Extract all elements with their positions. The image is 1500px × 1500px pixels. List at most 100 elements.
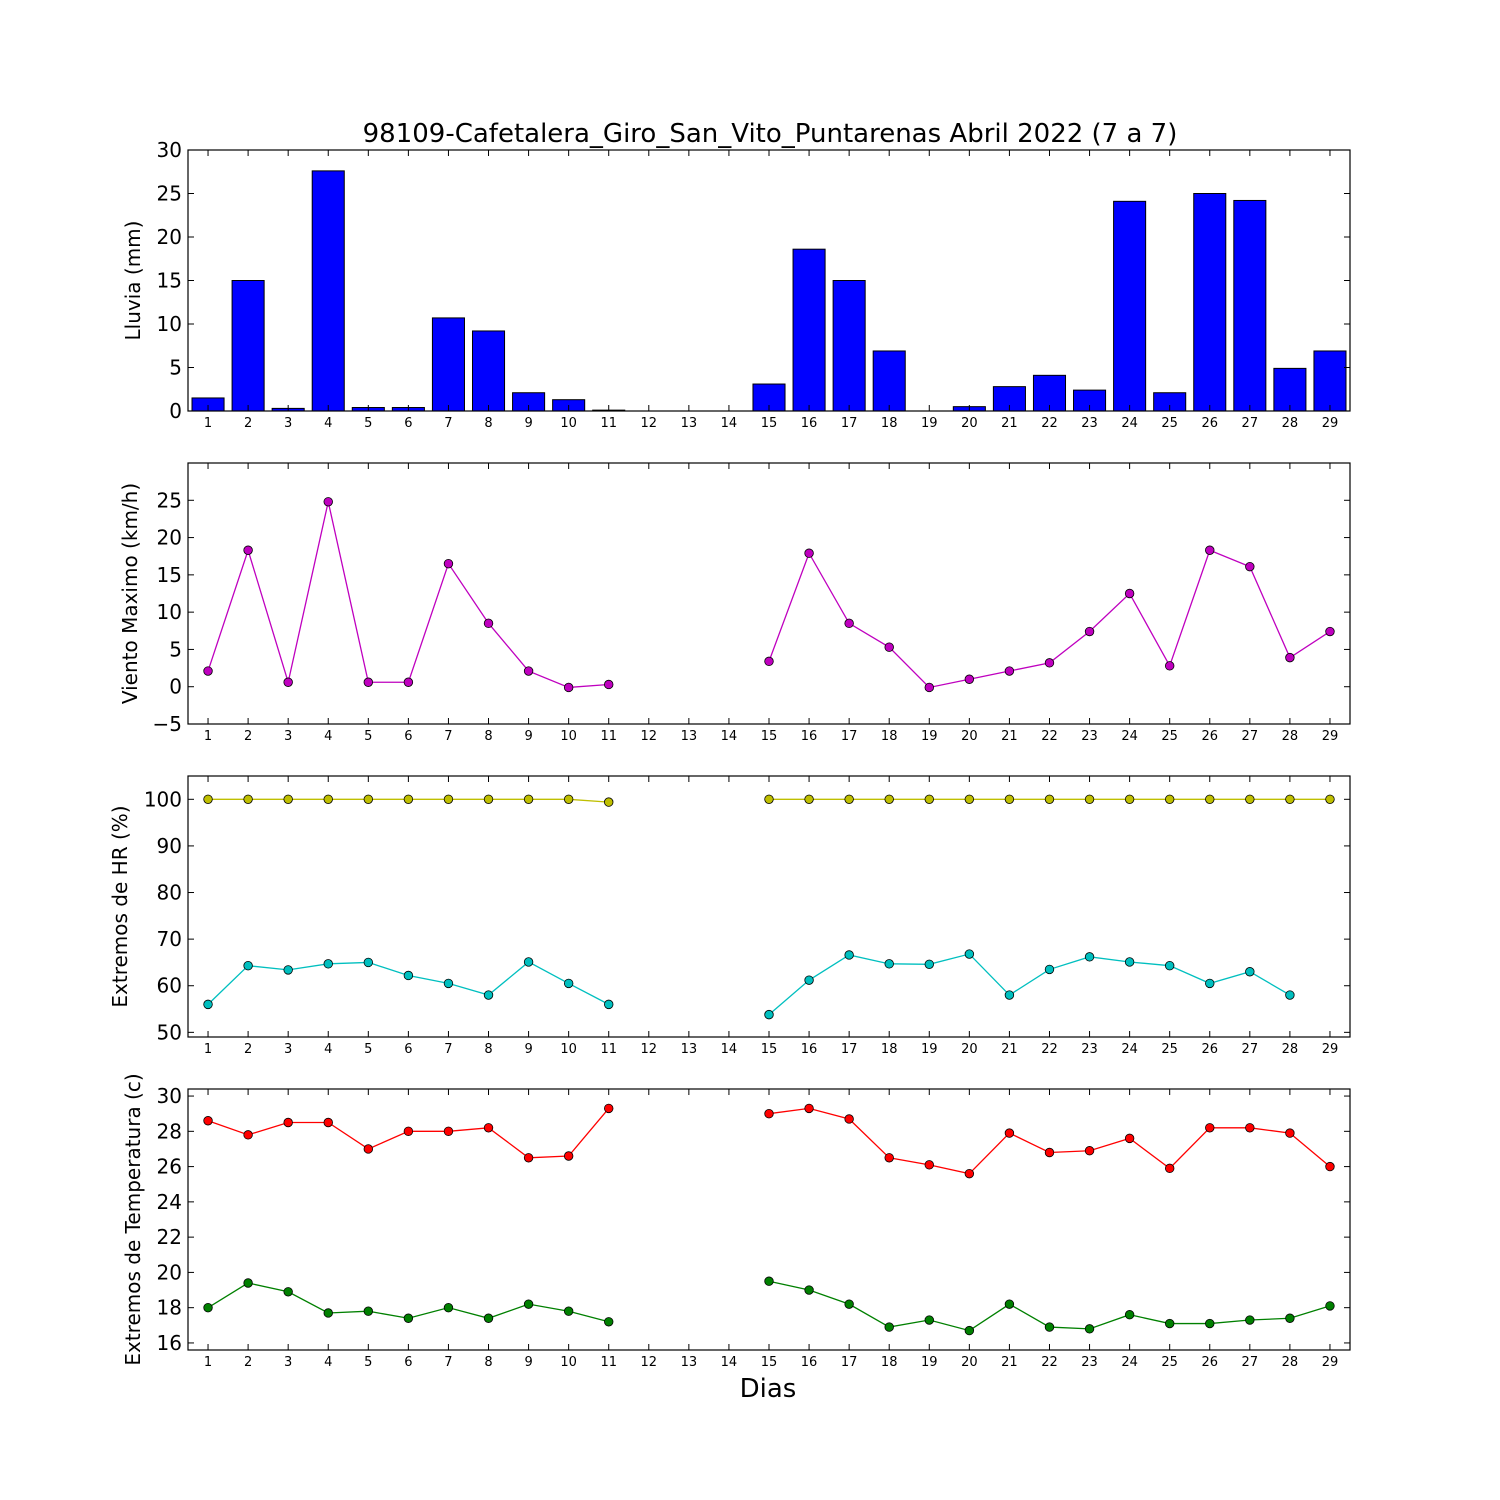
humidity-series-0-point-day-4 [323,794,333,805]
wind-xtick-label: 5 [364,729,372,744]
rain-xtick-label: 18 [881,416,898,431]
temperature-xtick-label: 18 [881,1355,898,1370]
humidity-xtick-label: 18 [881,1042,898,1057]
temperature-series-0-point-day-22 [1044,1147,1055,1158]
humidity-series-0-point-day-29 [1325,794,1335,805]
temperature-ytick-label: 18 [157,1296,182,1320]
humidity-xtick-label: 12 [641,1042,658,1057]
humidity-xtick-label: 5 [364,1042,372,1057]
temperature-series-0-point-day-19 [924,1160,934,1170]
rain-ytick-label: 10 [157,312,182,336]
rain-xtick-label: 8 [484,416,492,431]
rain-bar-day-17 [832,280,866,412]
humidity-series-1-point-day-15 [764,1009,774,1020]
humidity-xtick-label: 3 [284,1042,292,1057]
temperature-series-1-point-day-2 [243,1278,253,1288]
wind-series-0-point-day-26 [1205,545,1215,555]
wind-xtick-label: 20 [961,729,978,744]
wind-xtick-label: 16 [801,729,818,744]
rain-bar-day-29 [1313,350,1347,412]
wind-xtick-label: 21 [1001,729,1018,744]
wind-xtick-label: 29 [1322,729,1339,744]
humidity-series-0-point-day-20 [964,794,975,805]
wind-xtick-label: 28 [1282,729,1299,744]
rain-xtick-label: 6 [404,416,412,431]
temperature-series-0-point-day-10 [563,1151,574,1161]
humidity-xtick-label: 14 [721,1042,738,1057]
wind-ytick-label: −5 [153,712,182,736]
humidity-xtick-label: 24 [1121,1042,1138,1057]
humidity-series-0-point-day-18 [884,794,894,805]
humidity-xtick-label: 22 [1041,1042,1058,1057]
humidity-series-0-point-day-23 [1084,794,1095,805]
wind-series-0-point-day-7 [443,558,454,569]
temperature-series-0-point-day-16 [804,1103,814,1114]
wind-series-0-point-day-21 [1004,666,1015,676]
temperature-series-0-point-day-27 [1245,1123,1255,1133]
humidity-xtick-label: 26 [1201,1042,1218,1057]
humidity-series-0-point-day-15 [764,794,774,805]
humidity-series-1-point-day-9 [523,957,534,967]
temperature-series-1-point-day-9 [523,1299,534,1309]
humidity-xtick-label: 6 [404,1042,412,1057]
wind-xtick-label: 22 [1041,729,1058,744]
wind-series-0-point-day-5 [363,677,374,687]
humidity-series-1-point-day-11 [604,999,614,1010]
wind-ytick-label: 25 [157,488,182,512]
rain-xtick-label: 20 [961,416,978,431]
temperature-series-1-point-day-28 [1285,1313,1295,1323]
temperature-xtick-label: 5 [364,1355,372,1370]
temperature-xtick-label: 2 [244,1355,252,1370]
wind-xtick-label: 4 [324,729,332,744]
rain-xtick-label: 27 [1242,416,1259,431]
humidity-series-1-point-day-17 [844,950,854,960]
rain-bar-day-2 [231,280,265,412]
rain-xtick-label: 1 [204,416,212,431]
temperature-series-0-point-day-2 [243,1130,253,1140]
wind-ytick-label: 20 [157,526,182,550]
humidity-xtick-label: 11 [600,1042,617,1057]
humidity-series-0-point-day-16 [804,794,814,805]
temperature-xtick-label: 8 [484,1355,492,1370]
temperature-xtick-label: 13 [681,1355,698,1370]
temperature-series-0-point-day-29 [1325,1161,1335,1172]
humidity-series-0-point-day-5 [363,794,374,805]
humidity-series-0-point-day-6 [403,794,414,805]
wind-xtick-label: 14 [721,729,738,744]
wind-series-0-point-day-15 [764,656,774,667]
humidity-ytick-label: 60 [157,974,182,998]
temperature-series-0-point-day-7 [443,1126,454,1137]
temperature-xtick-label: 10 [560,1355,577,1370]
temperature-xtick-label: 22 [1041,1355,1058,1370]
wind-ytick-label: 5 [169,637,182,661]
wind-series-0-point-day-27 [1245,561,1255,572]
rain-ytick-label: 30 [157,138,182,162]
wind-xtick-label: 7 [444,729,452,744]
humidity-series-1-point-day-4 [323,959,333,969]
temperature-series-1-point-day-26 [1205,1318,1215,1329]
humidity-series-0-point-day-25 [1164,794,1175,805]
wind-ytick-label: 15 [157,563,182,587]
wind-xtick-label: 15 [761,729,778,744]
wind-xtick-label: 25 [1161,729,1178,744]
wind-xtick-label: 13 [681,729,698,744]
humidity-xtick-label: 20 [961,1042,978,1057]
temperature-xtick-label: 14 [721,1355,738,1370]
rain-xtick-label: 19 [921,416,938,431]
rain-bar-day-28 [1273,367,1307,412]
wind-ylabel: Viento Maximo (km/h) [118,483,142,704]
rain-xtick-label: 24 [1121,416,1138,431]
temperature-xtick-label: 1 [204,1355,212,1370]
rain-bar-day-27 [1233,199,1267,412]
rain-xtick-label: 3 [284,416,292,431]
temperature-series-1-point-day-7 [443,1302,454,1313]
humidity-series-1-point-day-28 [1285,990,1295,1000]
wind-series-0-point-day-16 [804,548,814,558]
humidity-ytick-label: 50 [157,1020,182,1044]
wind-series-0-point-day-24 [1124,588,1135,599]
rain-bar-day-16 [792,248,826,412]
humidity-ytick-label: 90 [157,834,182,858]
temperature-xtick-label: 28 [1282,1355,1299,1370]
wind-series-0-point-day-28 [1285,652,1295,663]
